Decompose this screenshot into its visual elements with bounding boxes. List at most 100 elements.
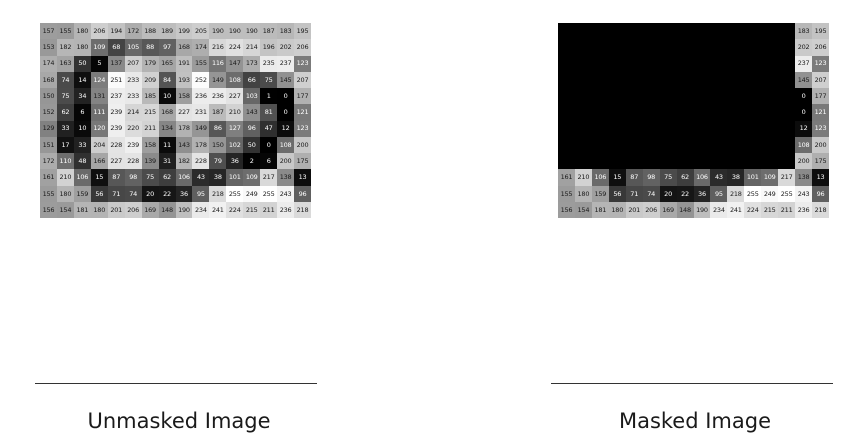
pixel-cell: 36 [693, 185, 711, 202]
pixel-cell: 236 [277, 201, 295, 219]
pixel-cell: 20 [141, 185, 159, 202]
pixel-cell: 145 [795, 71, 813, 89]
masked-pixel-cell [659, 104, 677, 121]
pixel-cell: 75 [141, 169, 159, 186]
pixel-cell: 178 [175, 120, 193, 137]
pixel-cell: 161 [40, 169, 57, 186]
pixel-cell: 201 [625, 201, 643, 219]
masked-pixel-cell [574, 120, 592, 137]
pixel-cell: 123 [294, 55, 311, 72]
unmasked-caption: Unmasked Image [87, 409, 271, 433]
masked-pixel-cell [558, 88, 575, 105]
pixel-cell: 233 [124, 71, 142, 89]
pixel-cell: 172 [40, 153, 57, 170]
pixel-cell: 66 [243, 71, 261, 89]
pixel-cell: 227 [226, 88, 244, 105]
pixel-cell: 150 [209, 136, 227, 154]
masked-pixel-cell [778, 55, 796, 72]
pixel-cell: 5 [90, 55, 108, 72]
pixel-cell: 138 [277, 169, 295, 186]
pixel-cell: 206 [124, 201, 142, 219]
masked-pixel-cell [659, 153, 677, 170]
pixel-cell: 96 [294, 185, 311, 202]
masked-pixel-cell [727, 39, 745, 56]
pixel-cell: 190 [226, 23, 244, 40]
masked-pixel-cell [625, 71, 643, 89]
pixel-cell: 218 [294, 201, 311, 219]
pixel-cell: 172 [124, 23, 142, 40]
pixel-cell: 10 [73, 120, 91, 137]
pixel-cell: 75 [659, 169, 677, 186]
pixel-cell: 255 [744, 185, 762, 202]
pixel-cell: 241 [727, 201, 745, 219]
pixel-cell: 109 [90, 39, 108, 56]
masked-pixel-cell [761, 104, 779, 121]
pixel-cell: 10 [158, 88, 176, 105]
pixel-cell: 165 [158, 55, 176, 72]
pixel-cell: 106 [591, 169, 609, 186]
masked-pixel-cell [558, 136, 575, 154]
pixel-cell: 255 [260, 185, 278, 202]
pixel-cell: 239 [124, 136, 142, 154]
pixel-cell: 20 [659, 185, 677, 202]
masked-pixel-cell [625, 39, 643, 56]
pixel-cell: 0 [277, 88, 295, 105]
masked-pixel-cell [761, 88, 779, 105]
pixel-cell: 174 [40, 55, 57, 72]
pixel-cell: 15 [608, 169, 626, 186]
pixel-cell: 74 [56, 71, 74, 89]
masked-pixel-cell [761, 153, 779, 170]
pixel-cell: 195 [294, 23, 311, 40]
pixel-cell: 217 [260, 169, 278, 186]
masked-pixel-cell [558, 55, 575, 72]
pixel-cell: 1 [260, 88, 278, 105]
pixel-cell: 214 [124, 104, 142, 121]
masked-pixel-cell [693, 39, 711, 56]
pixel-cell: 108 [277, 136, 295, 154]
masked-pixel-cell [591, 39, 609, 56]
masked-pixel-cell [778, 104, 796, 121]
pixel-cell: 178 [192, 136, 210, 154]
pixel-cell: 43 [192, 169, 210, 186]
pixel-cell: 33 [56, 120, 74, 137]
pixel-cell: 158 [141, 136, 159, 154]
pixel-cell: 155 [56, 23, 74, 40]
pixel-cell: 106 [73, 169, 91, 186]
masked-pixel-cell [659, 88, 677, 105]
pixel-cell: 202 [795, 39, 813, 56]
pixel-cell: 194 [107, 23, 125, 40]
masked-pixel-cell [642, 136, 660, 154]
pixel-cell: 175 [812, 153, 829, 170]
pixel-cell: 190 [175, 201, 193, 219]
pixel-cell: 22 [676, 185, 694, 202]
pixel-cell: 211 [778, 201, 796, 219]
pixel-cell: 139 [141, 153, 159, 170]
masked-pixel-cell [761, 120, 779, 137]
pixel-cell: 233 [124, 88, 142, 105]
pixel-cell: 210 [56, 169, 74, 186]
pixel-cell: 201 [107, 201, 125, 219]
masked-pixel-cell [642, 120, 660, 137]
pixel-cell: 116 [209, 55, 227, 72]
pixel-cell: 243 [277, 185, 295, 202]
masked-pixel-cell [574, 39, 592, 56]
pixel-cell: 47 [260, 120, 278, 137]
pixel-cell: 143 [243, 104, 261, 121]
pixel-cell: 12 [795, 120, 813, 137]
pixel-cell: 56 [608, 185, 626, 202]
pixel-cell: 88 [141, 39, 159, 56]
pixel-cell: 181 [73, 201, 91, 219]
pixel-cell: 148 [158, 201, 176, 219]
pixel-cell: 249 [761, 185, 779, 202]
pixel-cell: 95 [710, 185, 728, 202]
pixel-cell: 127 [226, 120, 244, 137]
pixel-cell: 101 [226, 169, 244, 186]
pixel-cell: 177 [812, 88, 829, 105]
pixel-cell: 220 [124, 120, 142, 137]
pixel-cell: 236 [209, 88, 227, 105]
pixel-cell: 38 [209, 169, 227, 186]
pixel-cell: 169 [659, 201, 677, 219]
pixel-cell: 71 [107, 185, 125, 202]
pixel-cell: 120 [90, 120, 108, 137]
masked-pixel-cell [591, 153, 609, 170]
